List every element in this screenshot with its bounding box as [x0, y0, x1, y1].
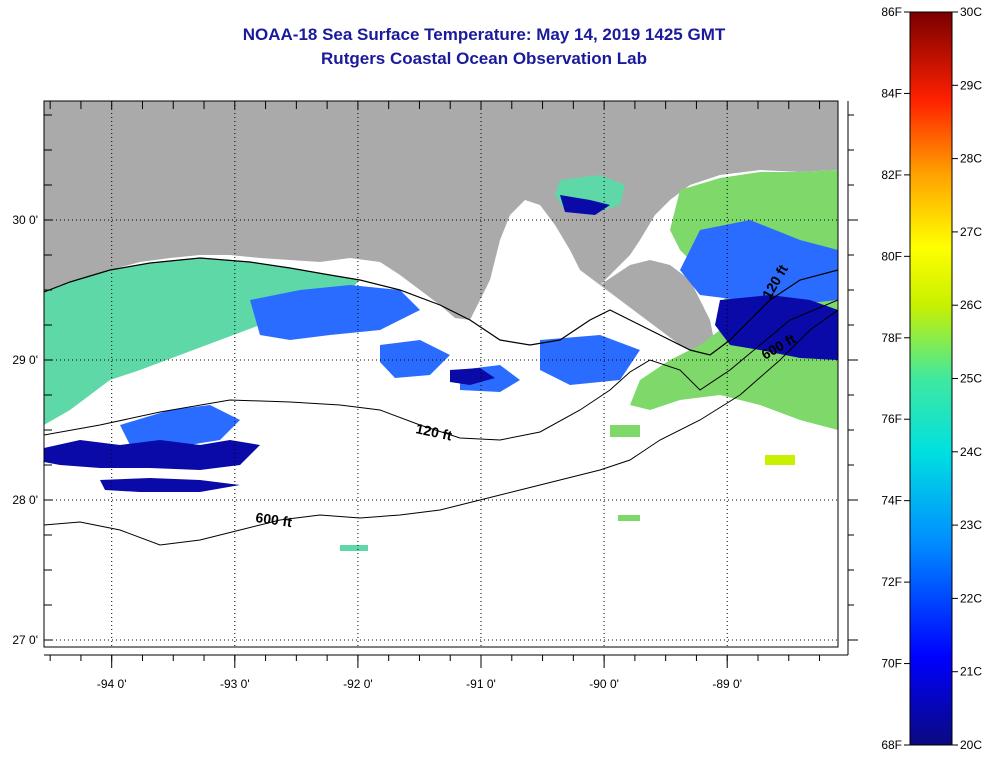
cb-f-label: 80F: [881, 249, 902, 263]
delta-land: [600, 260, 715, 355]
lat-label: 28 0': [12, 493, 38, 507]
lat-label: 29 0': [12, 353, 38, 367]
land-area: [44, 101, 838, 320]
cb-c-label: 20C: [960, 738, 982, 752]
cb-f-label: 82F: [881, 168, 902, 182]
lon-label: -94 0': [97, 677, 127, 691]
lon-label: -92 0': [343, 677, 373, 691]
cb-c-label: 28C: [960, 152, 982, 166]
offshore-patch: [610, 425, 640, 437]
offshore-patch: [765, 455, 795, 465]
lon-label: -89 0': [712, 677, 742, 691]
cb-c-label: 25C: [960, 372, 982, 386]
gridlines: [44, 101, 838, 647]
lon-label: -91 0': [466, 677, 496, 691]
cb-f-label: 78F: [881, 331, 902, 345]
map-border: [43, 100, 839, 648]
offshore-patch: [618, 515, 640, 521]
contour-label-600: 600 ft: [255, 509, 294, 530]
axis-ticks: [44, 101, 858, 668]
colorbar: [909, 11, 953, 746]
cb-c-label: 21C: [960, 665, 982, 679]
coastline: [44, 257, 838, 356]
cb-f-label: 68F: [881, 738, 902, 752]
cb-f-label: 84F: [881, 86, 902, 100]
contour-label-120: 120 ft: [414, 420, 453, 443]
map-title: NOAA-18 Sea Surface Temperature: May 14,…: [242, 25, 726, 44]
cb-c-label: 29C: [960, 78, 982, 92]
cb-f-label: 74F: [881, 494, 902, 508]
cb-c-label: 24C: [960, 445, 982, 459]
offshore-patch: [340, 545, 368, 551]
colorbar-labels: 86F 84F 82F 80F 78F 76F 74F 72F 70F 68F 30C 29C 28C 2…: [881, 5, 982, 752]
lon-label: -90 0': [589, 677, 619, 691]
sst-cold-patches: [44, 195, 838, 492]
sst-cool-patches: [120, 220, 838, 448]
map-subtitle: Rutgers Coastal Ocean Observation Lab: [321, 49, 647, 68]
cb-f-label: 70F: [881, 657, 902, 671]
lon-label: -93 0': [220, 677, 250, 691]
axis-labels: -94 0' -93 0' -92 0' -91 0' -90 0' -89 0' 30 0…: [12, 213, 742, 691]
cb-c-label: 23C: [960, 518, 982, 532]
lat-label: 30 0': [12, 213, 38, 227]
isobath-120ft: [44, 299, 838, 441]
cb-c-label: 22C: [960, 591, 982, 605]
lat-label: 27 0': [12, 633, 38, 647]
cb-c-label: 26C: [960, 298, 982, 312]
cb-c-label: 30C: [960, 5, 982, 19]
cb-f-label: 72F: [881, 575, 902, 589]
isobath-600ft: [44, 309, 838, 546]
cb-c-label: 27C: [960, 225, 982, 239]
cb-f-label: 76F: [881, 412, 902, 426]
cb-f-label: 86F: [881, 5, 902, 19]
